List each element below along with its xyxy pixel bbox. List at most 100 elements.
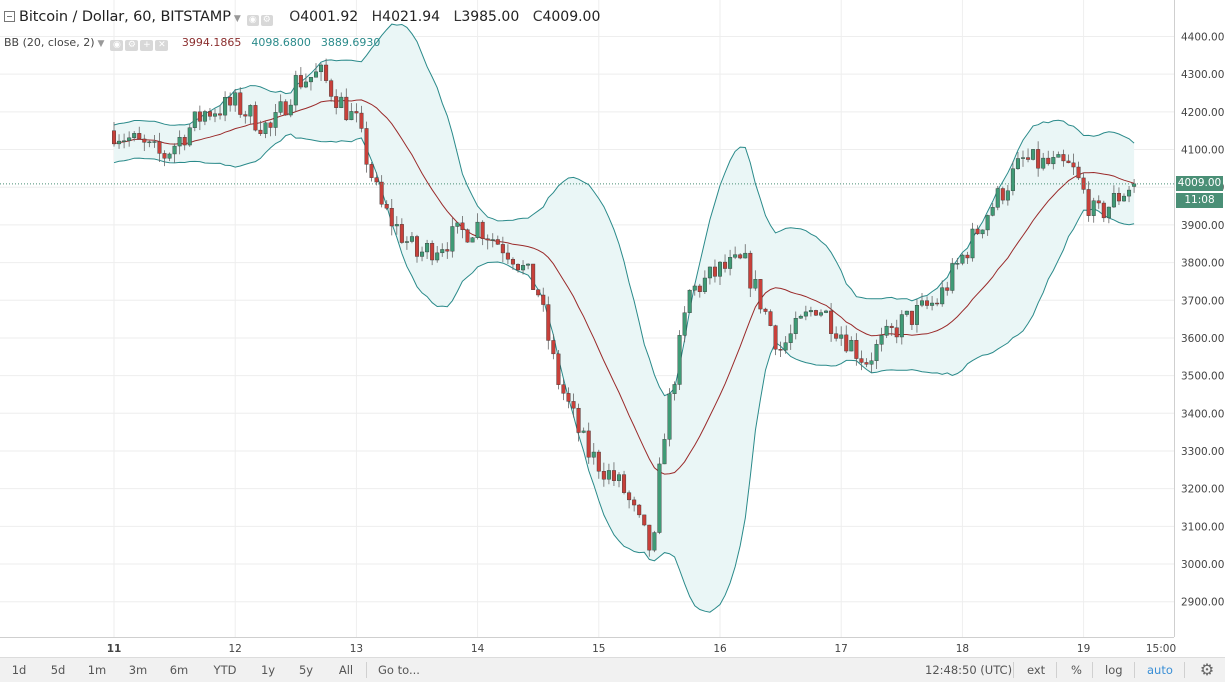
candle-body: [495, 239, 500, 245]
close-value: 4009.00: [542, 9, 601, 25]
ext-toggle[interactable]: ext: [1027, 663, 1046, 677]
time-tick-label: 12: [229, 643, 242, 655]
toolbar-divider: [1013, 662, 1014, 678]
indicator-settings-icon[interactable]: ⚙: [125, 40, 139, 51]
candle-body: [601, 471, 606, 480]
collapse-icon[interactable]: [4, 11, 15, 22]
candle-body: [182, 137, 187, 146]
indicator-visibility-icon[interactable]: ◉: [110, 40, 124, 51]
bottom-toolbar: 1d 5d 1m 3m 6m YTD 1y 5y All Go to... 12…: [0, 657, 1225, 682]
candle-body: [723, 261, 728, 269]
candle-body: [1041, 157, 1046, 169]
log-toggle[interactable]: log: [1105, 663, 1123, 677]
candle-body: [970, 228, 975, 259]
candle-body: [460, 222, 465, 230]
candle-body: [1046, 157, 1051, 165]
range-1y[interactable]: 1y: [260, 663, 276, 677]
candle-body: [980, 229, 985, 235]
time-tick-label: 13: [350, 643, 363, 655]
candle-body: [404, 241, 409, 243]
gear-icon[interactable]: ⚙: [1199, 660, 1215, 679]
candle-body: [510, 258, 515, 265]
upper-band-line: [113, 23, 1135, 397]
candle-body: [207, 111, 212, 117]
candle-body: [642, 514, 647, 526]
visibility-icon[interactable]: ◉: [246, 15, 259, 26]
price-tick-label: 3500.00: [1181, 371, 1224, 383]
symbol-row: Bitcoin / Dollar, 60, BITSTAMP ▼ ◉ ⚙ O4001.…: [4, 9, 609, 26]
range-1m[interactable]: 1m: [87, 663, 107, 677]
candle-body: [314, 71, 319, 78]
candle-body: [909, 310, 914, 325]
candle-body: [1010, 168, 1015, 191]
candle-body: [566, 393, 571, 402]
candle-body: [420, 251, 425, 257]
time-tick-label: 11: [107, 643, 122, 655]
candle-body: [637, 504, 642, 516]
lower-band-line: [113, 133, 1135, 613]
bb-upper-value: 4098.6800: [251, 36, 311, 49]
candle-body: [1106, 206, 1111, 219]
candle-body: [349, 111, 354, 121]
candle-body: [1127, 189, 1132, 197]
utc-clock[interactable]: 12:48:50 (UTC): [925, 663, 1013, 677]
range-5d[interactable]: 5d: [50, 663, 66, 677]
range-3m[interactable]: 3m: [128, 663, 148, 677]
candle-body: [894, 327, 899, 338]
candle-body: [1111, 192, 1116, 208]
time-tick-label: 18: [956, 643, 969, 655]
candle-body: [672, 384, 677, 394]
candle-body: [233, 92, 238, 106]
candle-body: [611, 470, 616, 481]
range-1d[interactable]: 1d: [11, 663, 27, 677]
candle-body: [546, 304, 551, 341]
candle-body: [829, 310, 834, 334]
indicator-more-icon[interactable]: +: [140, 40, 154, 51]
auto-scale-toggle[interactable]: auto: [1147, 663, 1173, 677]
range-all[interactable]: All: [338, 663, 354, 677]
indicator-remove-icon[interactable]: ✕: [155, 40, 169, 51]
candle-body: [889, 325, 894, 328]
candle-body: [874, 344, 879, 361]
candle-body: [647, 524, 652, 551]
candle-body: [556, 353, 561, 385]
candle-body: [990, 207, 995, 216]
candle-body: [581, 430, 586, 433]
time-tick-label: 16: [713, 643, 727, 655]
percent-toggle[interactable]: %: [1071, 663, 1082, 677]
candle-body: [500, 244, 505, 254]
candle-body: [1000, 188, 1005, 201]
range-ytd[interactable]: YTD: [213, 663, 237, 677]
candle-body: [152, 141, 157, 143]
range-6m[interactable]: 6m: [169, 663, 189, 677]
candle-body: [374, 177, 379, 183]
candle-body: [177, 137, 182, 147]
candle-body: [253, 105, 258, 131]
settings-icon[interactable]: ⚙: [260, 15, 273, 26]
candle-body: [920, 300, 925, 306]
candle-body: [505, 252, 510, 260]
indicator-chevron-icon[interactable]: ▼: [97, 39, 105, 49]
candle-body: [470, 237, 475, 243]
candle-body: [379, 181, 384, 205]
candle-body: [839, 334, 844, 339]
candle-body: [339, 96, 344, 108]
symbol-title[interactable]: Bitcoin / Dollar, 60, BITSTAMP: [19, 9, 231, 25]
candle-body: [975, 228, 980, 235]
candle-body: [1036, 149, 1041, 169]
bb-lower-value: 3889.6930: [320, 36, 381, 49]
price-tick-label: 3300.00: [1181, 446, 1224, 458]
goto-button[interactable]: Go to...: [378, 663, 420, 677]
candle-body: [808, 310, 813, 313]
chevron-down-icon[interactable]: ▼: [233, 14, 241, 24]
candle-body: [995, 188, 1000, 208]
range-5y[interactable]: 5y: [298, 663, 314, 677]
indicator-label[interactable]: BB (20, close, 2): [4, 36, 95, 49]
candle-body: [728, 257, 733, 269]
candle-body: [854, 340, 859, 359]
candle-body: [758, 279, 763, 310]
candle-body: [288, 104, 293, 116]
band-fill: [114, 24, 1135, 613]
candle-body: [334, 96, 339, 108]
